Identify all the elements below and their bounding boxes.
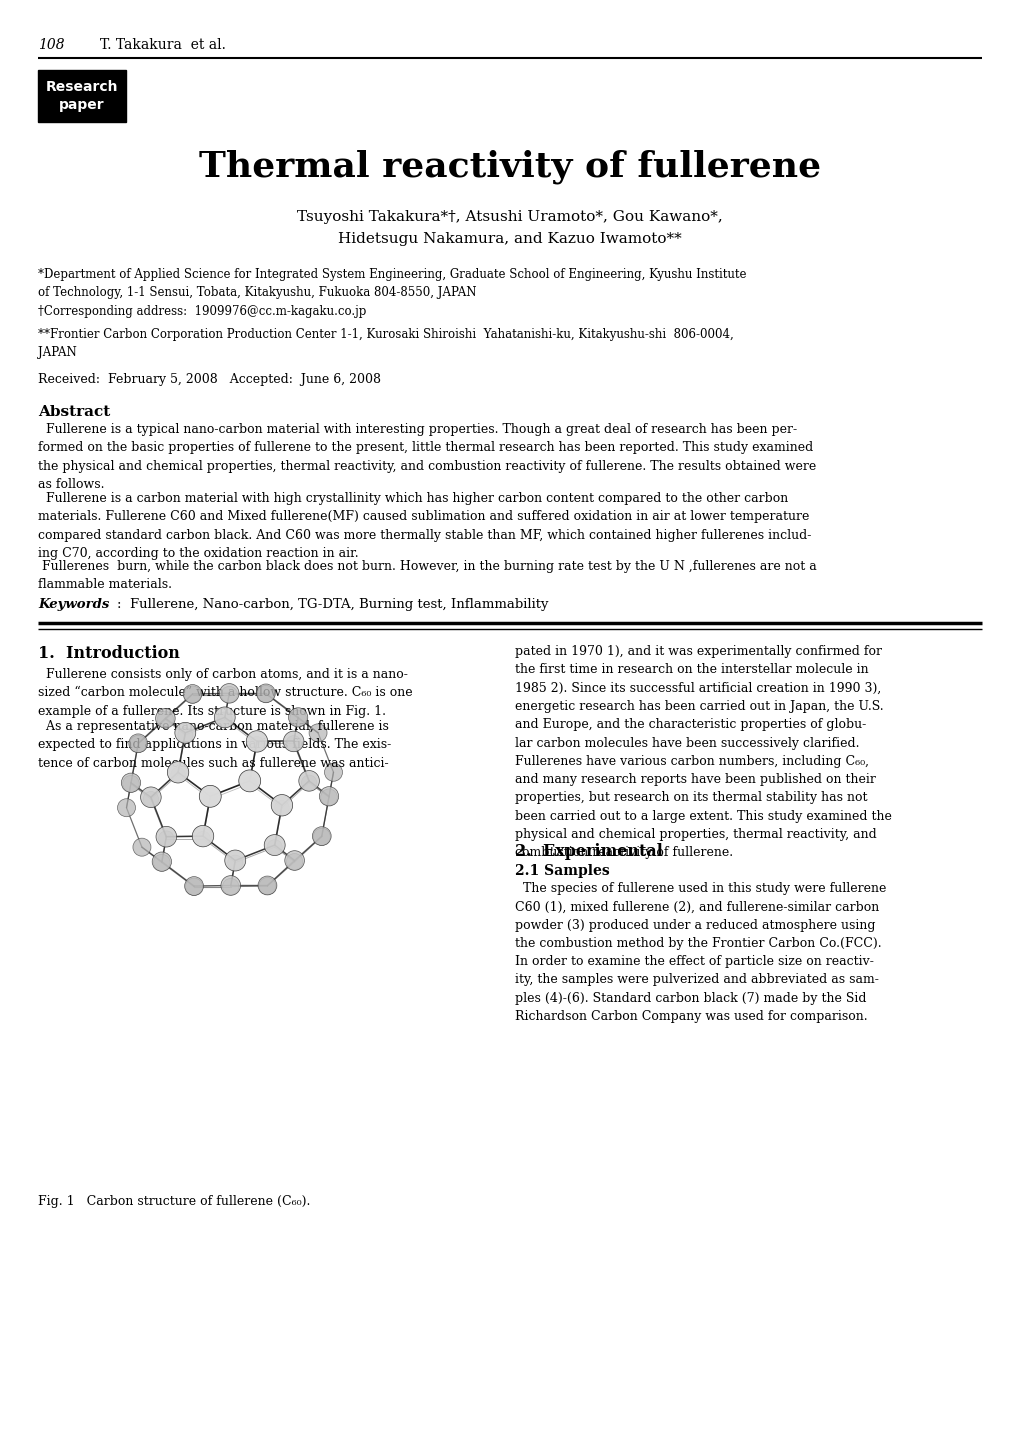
Circle shape [153,854,170,871]
Circle shape [283,731,304,751]
Text: Keywords: Keywords [38,598,109,611]
Text: Fullerene is a carbon material with high crystallinity which has higher carbon c: Fullerene is a carbon material with high… [38,492,810,559]
Circle shape [284,851,304,871]
Circle shape [243,777,257,790]
Circle shape [221,686,237,702]
Circle shape [319,787,338,806]
Circle shape [184,877,204,895]
Circle shape [156,826,176,846]
Text: Abstract: Abstract [38,405,110,420]
Text: Hidetsugu Nakamura, and Kazuo Iwamoto**: Hidetsugu Nakamura, and Kazuo Iwamoto** [337,232,682,247]
Circle shape [222,878,238,895]
Text: †Corresponding address:  1909976@cc.m-kagaku.co.jp: †Corresponding address: 1909976@cc.m-kag… [38,306,366,319]
Text: :  Fullerene, Nano-carbon, TG-DTA, Burning test, Inflammability: : Fullerene, Nano-carbon, TG-DTA, Burnin… [117,598,548,611]
Circle shape [274,800,289,815]
Circle shape [250,737,264,751]
Circle shape [289,709,306,727]
Circle shape [221,875,240,895]
Circle shape [258,877,276,895]
Circle shape [257,685,274,702]
Text: pated in 1970 1), and it was experimentally confirmed for
the first time in rese: pated in 1970 1), and it was experimenta… [515,645,891,859]
Circle shape [285,735,301,751]
Circle shape [117,799,136,816]
Circle shape [246,731,267,753]
Circle shape [257,684,275,702]
Circle shape [132,838,151,857]
Circle shape [309,724,327,741]
Circle shape [177,727,193,743]
Circle shape [286,854,303,870]
Text: 108: 108 [38,37,64,52]
Circle shape [152,852,171,871]
Text: The species of fullerene used in this study were fullerene
C60 (1), mixed fuller: The species of fullerene used in this st… [515,883,886,1024]
Circle shape [259,877,276,894]
Text: Research
paper: Research paper [46,81,118,111]
Text: *Department of Applied Science for Integrated System Engineering, Graduate Schoo: *Department of Applied Science for Integ… [38,268,746,298]
Text: Fullerenes  burn, while the carbon black does not burn. However, in the burning : Fullerenes burn, while the carbon black … [38,559,816,591]
Circle shape [288,708,308,727]
Circle shape [238,770,261,792]
Circle shape [121,773,141,793]
Text: T. Takakura  et al.: T. Takakura et al. [100,37,225,52]
Circle shape [271,795,292,816]
Circle shape [264,835,285,855]
Text: 2.  Experimental: 2. Experimental [515,844,662,859]
Circle shape [217,712,232,727]
Circle shape [267,839,282,855]
Text: **Frontier Carbon Corporation Production Center 1-1, Kurosaki Shiroishi  Yahatan: **Frontier Carbon Corporation Production… [38,327,733,359]
Text: Fullerene is a typical nano-carbon material with interesting properties. Though : Fullerene is a typical nano-carbon mater… [38,423,815,490]
Circle shape [302,774,317,790]
Circle shape [219,684,238,704]
Circle shape [129,735,147,753]
Circle shape [122,776,140,792]
Circle shape [185,878,203,895]
Circle shape [324,763,342,782]
Circle shape [128,734,148,753]
FancyBboxPatch shape [38,71,126,123]
Circle shape [170,767,185,782]
Circle shape [203,792,217,806]
Circle shape [299,770,319,792]
Circle shape [174,722,196,743]
Circle shape [312,826,331,845]
Circle shape [214,707,235,728]
Circle shape [224,849,246,871]
Circle shape [183,685,202,704]
Circle shape [227,855,243,870]
Circle shape [167,761,189,783]
Circle shape [157,711,173,728]
Circle shape [143,792,158,808]
Circle shape [193,825,214,846]
Circle shape [156,708,175,728]
Circle shape [183,686,201,704]
Text: 2.1 Samples: 2.1 Samples [515,864,609,878]
Circle shape [159,831,174,846]
Text: Received:  February 5, 2008   Accepted:  June 6, 2008: Received: February 5, 2008 Accepted: Jun… [38,373,381,386]
Text: 1.  Introduction: 1. Introduction [38,645,179,662]
Circle shape [196,831,210,846]
Circle shape [199,786,221,808]
Text: Thermal reactivity of fullerene: Thermal reactivity of fullerene [199,150,820,185]
Text: Tsuyoshi Takakura*†, Atsushi Uramoto*, Gou Kawano*,: Tsuyoshi Takakura*†, Atsushi Uramoto*, G… [297,211,722,224]
Text: Fig. 1   Carbon structure of fullerene (C₆₀).: Fig. 1 Carbon structure of fullerene (C₆… [38,1195,310,1208]
Circle shape [320,789,337,806]
Text: As a representative nano-carbon material, fullerene is
expected to find applicat: As a representative nano-carbon material… [38,720,391,770]
Circle shape [141,787,161,808]
Circle shape [313,828,330,845]
Text: Fullerene consists only of carbon atoms, and it is a nano-
sized “carbon molecul: Fullerene consists only of carbon atoms,… [38,668,413,718]
